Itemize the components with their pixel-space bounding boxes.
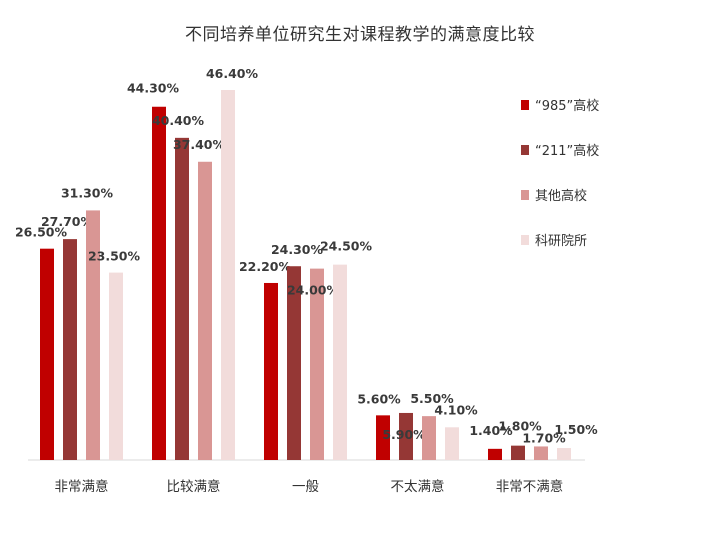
- bar: [310, 268, 324, 460]
- bar: [287, 266, 301, 460]
- data-label: 40.40%: [152, 113, 205, 128]
- data-label: 24.00%: [287, 283, 340, 298]
- data-label: 26.50%: [15, 225, 68, 240]
- data-label: 1.40%: [469, 423, 513, 438]
- data-label: 23.50%: [88, 249, 141, 264]
- bar: [152, 106, 166, 460]
- data-label: 1.50%: [554, 422, 598, 437]
- bar: [376, 415, 390, 460]
- data-label: 46.40%: [206, 66, 259, 81]
- chart-title: 不同培养单位研究生对课程教学的满意度比较: [185, 25, 535, 45]
- bar: [399, 412, 413, 460]
- data-label: 24.50%: [320, 239, 373, 254]
- data-label: 5.90%: [382, 427, 426, 442]
- legend-label: 其他高校: [535, 188, 587, 204]
- bar: [333, 264, 347, 460]
- data-label: 22.20%: [239, 259, 292, 274]
- legend-swatch: [521, 145, 529, 155]
- data-label: 44.30%: [127, 81, 180, 96]
- legend-swatch: [521, 235, 529, 245]
- category-label: 非常满意: [55, 478, 109, 495]
- bar: [40, 248, 54, 460]
- data-label: 24.30%: [271, 242, 324, 257]
- data-label: 1.70%: [522, 430, 566, 445]
- category-label: 一般: [292, 479, 319, 495]
- bar: [109, 272, 123, 460]
- bar: [445, 427, 459, 460]
- bar: [488, 448, 502, 460]
- bar: [422, 416, 436, 460]
- data-label: 31.30%: [61, 185, 114, 200]
- bar: [198, 161, 212, 460]
- bar: [63, 239, 77, 460]
- bar: [264, 282, 278, 460]
- data-label: 4.10%: [434, 402, 478, 417]
- legend-swatch: [521, 100, 529, 110]
- data-label: 5.60%: [357, 391, 401, 406]
- legend-swatch: [521, 190, 529, 200]
- data-label: 1.80%: [498, 419, 542, 434]
- legend-label: “211”高校: [535, 143, 599, 159]
- bar: [511, 445, 525, 460]
- category-label: 比较满意: [167, 478, 221, 495]
- bar: [86, 210, 100, 460]
- data-label: 37.40%: [173, 137, 226, 152]
- bar: [557, 448, 571, 460]
- data-label: 5.50%: [410, 391, 454, 406]
- data-label: 27.70%: [41, 214, 94, 229]
- bar: [175, 137, 189, 460]
- legend-label: “985”高校: [535, 98, 599, 114]
- legend-label: 科研院所: [535, 234, 587, 249]
- category-label: 非常不满意: [496, 478, 564, 495]
- bar: [534, 446, 548, 460]
- category-label: 不太满意: [391, 478, 445, 495]
- bar: [221, 90, 235, 460]
